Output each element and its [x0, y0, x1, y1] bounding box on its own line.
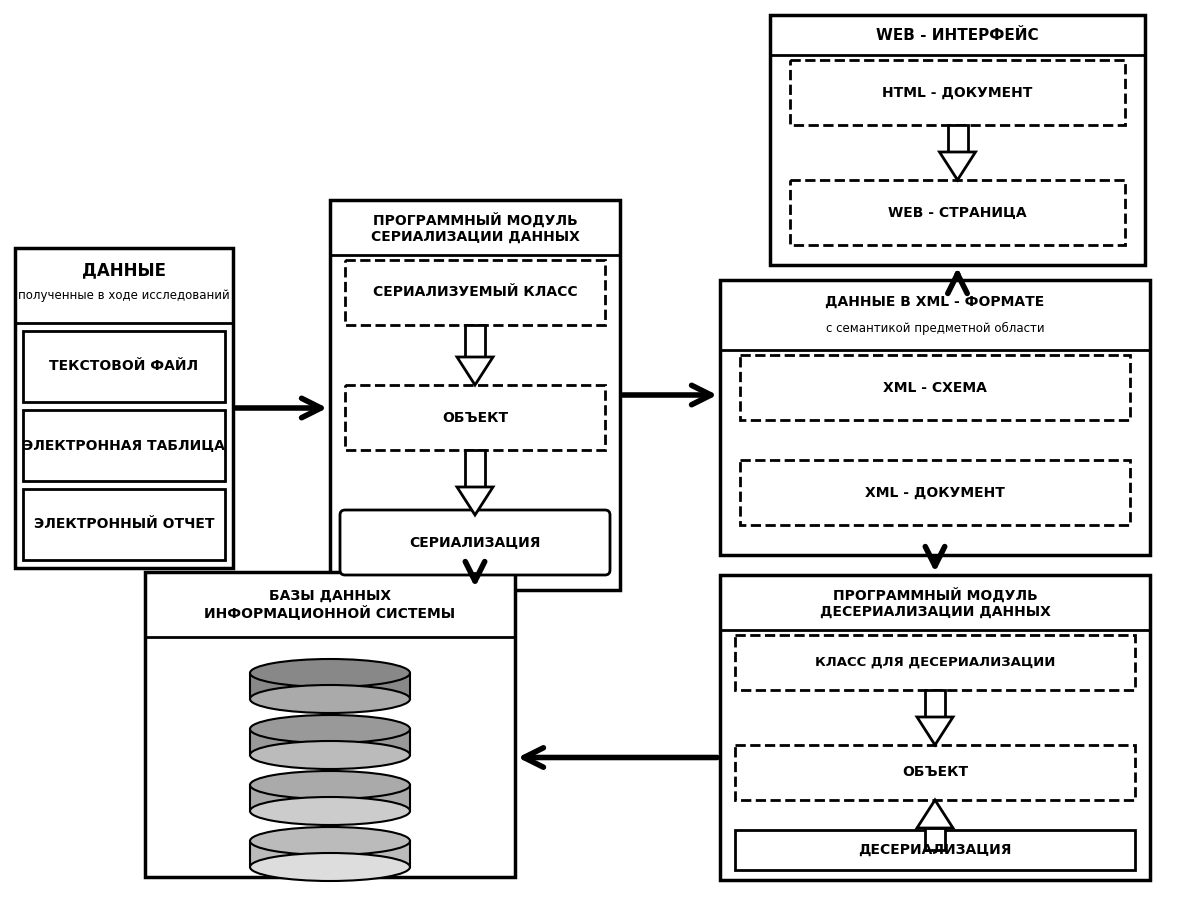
FancyBboxPatch shape: [345, 385, 605, 450]
Text: ПРОГРАММНЫЙ МОДУЛЬ
ДЕСЕРИАЛИЗАЦИИ ДАННЫХ: ПРОГРАММНЫЙ МОДУЛЬ ДЕСЕРИАЛИЗАЦИИ ДАННЫХ: [820, 588, 1050, 619]
Polygon shape: [465, 325, 485, 357]
Polygon shape: [465, 450, 485, 487]
Polygon shape: [250, 673, 410, 699]
Text: HTML - ДОКУМЕНТ: HTML - ДОКУМЕНТ: [882, 86, 1032, 99]
Text: СЕРИАЛИЗУЕМЫЙ КЛАСС: СЕРИАЛИЗУЕМЫЙ КЛАСС: [373, 285, 578, 300]
Text: ТЕКСТОВОЙ ФАЙЛ: ТЕКСТОВОЙ ФАЙЛ: [50, 360, 198, 374]
FancyBboxPatch shape: [790, 60, 1125, 125]
Text: полученные в ходе исследований: полученные в ходе исследований: [18, 290, 230, 302]
FancyBboxPatch shape: [790, 180, 1125, 245]
Text: с семантикой предметной области: с семантикой предметной области: [826, 322, 1044, 334]
FancyBboxPatch shape: [735, 830, 1135, 870]
FancyBboxPatch shape: [735, 635, 1135, 690]
FancyBboxPatch shape: [770, 15, 1146, 265]
Text: XML - СХЕМА: XML - СХЕМА: [883, 381, 987, 394]
Text: ОБЪЕКТ: ОБЪЕКТ: [442, 411, 508, 425]
Polygon shape: [947, 125, 967, 152]
FancyBboxPatch shape: [22, 410, 226, 481]
Text: ДЕСЕРИАЛИЗАЦИЯ: ДЕСЕРИАЛИЗАЦИЯ: [859, 843, 1012, 857]
Polygon shape: [250, 785, 410, 811]
Text: ДАННЫЕ В XML - ФОРМАТЕ: ДАННЫЕ В XML - ФОРМАТЕ: [826, 295, 1045, 309]
Text: ОБЪЕКТ: ОБЪЕКТ: [902, 765, 968, 780]
Text: XML - ДОКУМЕНТ: XML - ДОКУМЕНТ: [864, 486, 1005, 499]
Ellipse shape: [250, 741, 410, 769]
Text: ЭЛЕКТРОННАЯ ТАБЛИЦА: ЭЛЕКТРОННАЯ ТАБЛИЦА: [24, 438, 224, 453]
Ellipse shape: [250, 827, 410, 855]
Ellipse shape: [250, 685, 410, 713]
Polygon shape: [925, 690, 945, 717]
Polygon shape: [250, 841, 410, 867]
Text: WEB - СТРАНИЦА: WEB - СТРАНИЦА: [888, 206, 1026, 220]
Ellipse shape: [250, 853, 410, 881]
Polygon shape: [457, 357, 492, 385]
FancyBboxPatch shape: [345, 260, 605, 325]
Polygon shape: [940, 152, 976, 180]
FancyBboxPatch shape: [720, 280, 1150, 555]
Ellipse shape: [250, 715, 410, 743]
Text: ДАННЫЕ: ДАННЫЕ: [81, 261, 167, 279]
Text: БАЗЫ ДАННЫХ
ИНФОРМАЦИОННОЙ СИСТЕМЫ: БАЗЫ ДАННЫХ ИНФОРМАЦИОННОЙ СИСТЕМЫ: [204, 589, 456, 619]
Ellipse shape: [250, 771, 410, 799]
FancyBboxPatch shape: [145, 572, 515, 877]
FancyBboxPatch shape: [340, 510, 611, 575]
FancyBboxPatch shape: [720, 575, 1150, 880]
FancyBboxPatch shape: [735, 745, 1135, 800]
Text: ЭЛЕКТРОННЫЙ ОТЧЕТ: ЭЛЕКТРОННЫЙ ОТЧЕТ: [34, 517, 214, 531]
Text: ПРОГРАММНЫЙ МОДУЛЬ
СЕРИАЛИЗАЦИИ ДАННЫХ: ПРОГРАММНЫЙ МОДУЛЬ СЕРИАЛИЗАЦИИ ДАННЫХ: [371, 212, 580, 244]
Polygon shape: [250, 729, 410, 755]
Polygon shape: [916, 717, 953, 745]
Text: WEB - ИНТЕРФЕЙС: WEB - ИНТЕРФЕЙС: [876, 27, 1039, 43]
FancyBboxPatch shape: [15, 248, 233, 568]
FancyBboxPatch shape: [329, 200, 620, 590]
FancyBboxPatch shape: [740, 355, 1130, 420]
FancyBboxPatch shape: [740, 460, 1130, 525]
Text: КЛАСС ДЛЯ ДЕСЕРИАЛИЗАЦИИ: КЛАСС ДЛЯ ДЕСЕРИАЛИЗАЦИИ: [815, 656, 1055, 669]
FancyBboxPatch shape: [22, 489, 226, 560]
Text: СЕРИАЛИЗАЦИЯ: СЕРИАЛИЗАЦИЯ: [410, 536, 541, 549]
Polygon shape: [925, 828, 945, 850]
Polygon shape: [916, 800, 953, 828]
Polygon shape: [457, 487, 492, 515]
Ellipse shape: [250, 797, 410, 825]
FancyBboxPatch shape: [22, 331, 226, 402]
Ellipse shape: [250, 659, 410, 687]
